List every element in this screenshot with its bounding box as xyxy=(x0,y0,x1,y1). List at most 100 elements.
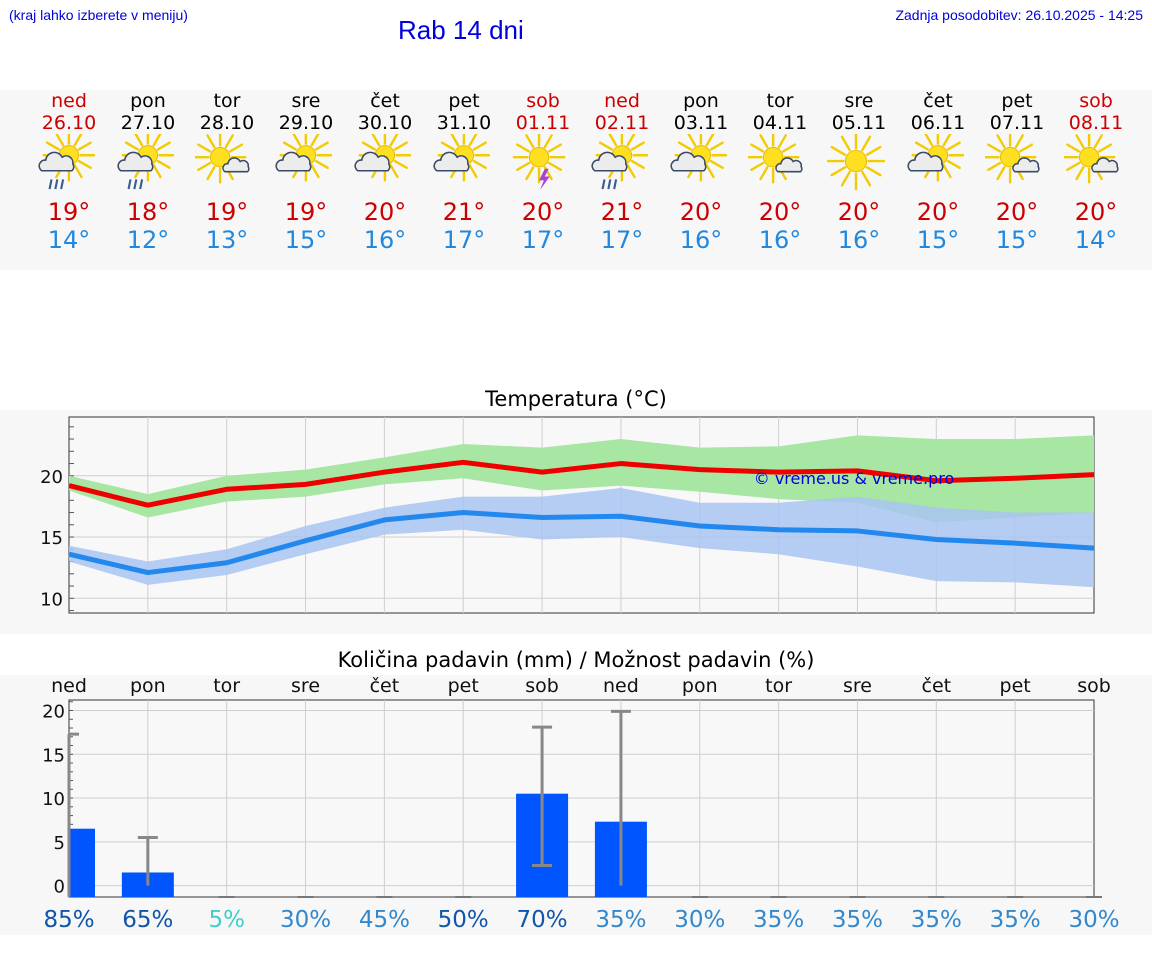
day-date: 08.11 xyxy=(1068,112,1124,134)
weather-sun-cloud-rain-icon xyxy=(38,134,95,190)
weather-sun-small-cloud-icon xyxy=(1064,134,1119,184)
temp-max: 20° xyxy=(521,198,565,226)
day-name: sre xyxy=(844,90,874,112)
temp-min: 14° xyxy=(1074,226,1118,254)
precip-probability: 30% xyxy=(674,907,725,933)
day-column: sob 08.11 20° 14° xyxy=(1056,90,1136,260)
temp-max: 20° xyxy=(1074,198,1118,226)
weather-sun-cloud-icon xyxy=(433,134,490,182)
temp-min: 17° xyxy=(600,226,644,254)
weather-sun-cloud-icon xyxy=(275,134,332,182)
temp-min: 16° xyxy=(837,226,881,254)
temp-max: 19° xyxy=(284,198,328,226)
day-name: pon xyxy=(130,90,166,112)
temp-max: 20° xyxy=(916,198,960,226)
weather-sun-small-cloud-icon xyxy=(985,134,1040,184)
precip-probability: 35% xyxy=(753,907,804,933)
day-date: 01.11 xyxy=(515,112,571,134)
temp-chart-title: Temperatura (°C) xyxy=(485,387,667,411)
day-name: pet xyxy=(1001,90,1033,112)
temp-min: 17° xyxy=(442,226,486,254)
day-date: 29.10 xyxy=(278,112,334,134)
line-min xyxy=(68,510,1095,576)
temperature-chart: 10 15 20 © vreme.us & vreme.pro xyxy=(40,416,1095,614)
weather-sun-thunder-icon xyxy=(512,134,566,191)
precip-probability: 70% xyxy=(517,907,568,933)
y-tick-label: 10 xyxy=(40,589,63,610)
temp-min: 15° xyxy=(284,226,328,254)
region-hint[interactable]: (kraj lahko izberete v meniju) xyxy=(9,7,188,23)
y-tick-label: 10 xyxy=(42,789,65,810)
weather-sun-cloud-icon xyxy=(907,134,964,182)
day-date: 06.11 xyxy=(910,112,966,134)
precip-probability: 35% xyxy=(832,907,883,933)
precip-day-label: tor xyxy=(765,675,792,697)
temp-max: 18° xyxy=(126,198,170,226)
forecast-band: ned 26.10 19° 14° pon 27.10 18° 12° tor 28.10 19° 1… xyxy=(0,90,1152,270)
temp-max: 20° xyxy=(363,198,407,226)
precip-day-label: čet xyxy=(922,675,952,697)
day-column: ned 26.10 19° 14° xyxy=(29,90,109,260)
precip-day-label: čet xyxy=(370,675,400,697)
day-date: 03.11 xyxy=(673,112,729,134)
precip-day-label: pet xyxy=(1000,675,1031,697)
day-name: ned xyxy=(51,90,87,112)
day-column: pet 31.10 21° 17° xyxy=(424,90,504,260)
precip-probability: 35% xyxy=(911,907,962,933)
band-min xyxy=(69,488,1094,588)
day-column: tor 04.11 20° 16° xyxy=(740,90,820,260)
weather-sun-icon xyxy=(827,134,885,191)
temp-min: 14° xyxy=(47,226,91,254)
day-date: 04.11 xyxy=(752,112,808,134)
page-title: Rab 14 dni xyxy=(398,15,524,45)
temp-min: 13° xyxy=(205,226,249,254)
precip-day-label: pon xyxy=(130,675,166,697)
day-date: 07.11 xyxy=(989,112,1045,134)
weather-sun-cloud-icon xyxy=(670,134,727,182)
day-name: pon xyxy=(683,90,719,112)
day-column: tor 28.10 19° 13° xyxy=(187,90,267,260)
day-column: sre 29.10 19° 15° xyxy=(266,90,346,260)
last-updated: Zadnja posodobitev: 26.10.2025 - 14:25 xyxy=(895,7,1143,23)
day-date: 26.10 xyxy=(41,112,97,134)
day-date: 28.10 xyxy=(199,112,255,134)
day-date: 31.10 xyxy=(436,112,492,134)
day-date: 02.11 xyxy=(594,112,650,134)
day-column: sob 01.11 20° 17° xyxy=(503,90,583,260)
watermark: © vreme.us & vreme.pro xyxy=(754,469,955,488)
precip-day-label: sre xyxy=(843,675,872,697)
precip-bar xyxy=(69,828,95,897)
temp-max: 20° xyxy=(679,198,723,226)
temp-min: 16° xyxy=(363,226,407,254)
day-column: pon 03.11 20° 16° xyxy=(661,90,741,260)
precip-day-label: sob xyxy=(525,675,559,697)
precip-probability: 45% xyxy=(359,907,410,933)
y-tick-label: 0 xyxy=(54,877,65,898)
precip-probability: 35% xyxy=(990,907,1041,933)
day-name: pet xyxy=(448,90,480,112)
temp-max: 19° xyxy=(205,198,249,226)
day-name: tor xyxy=(766,90,794,112)
weather-sun-small-cloud-icon xyxy=(195,134,250,184)
precip-day-label: pet xyxy=(448,675,479,697)
precip-probability: 50% xyxy=(438,907,489,933)
temp-max: 19° xyxy=(47,198,91,226)
day-column: pet 07.11 20° 15° xyxy=(977,90,1057,260)
day-name: sre xyxy=(291,90,321,112)
precip-probability: 30% xyxy=(280,907,331,933)
temp-max: 21° xyxy=(600,198,644,226)
weather-sun-cloud-icon xyxy=(354,134,411,182)
day-column: čet 06.11 20° 15° xyxy=(898,90,978,260)
precip-day-label: tor xyxy=(213,675,240,697)
precip-day-label: ned xyxy=(603,675,639,697)
precip-probability: 85% xyxy=(43,907,94,933)
weather-sun-small-cloud-icon xyxy=(748,134,803,184)
day-column: sre 05.11 20° 16° xyxy=(819,90,899,260)
y-tick-label: 15 xyxy=(42,745,65,766)
day-name: ned xyxy=(604,90,640,112)
temp-max: 20° xyxy=(758,198,802,226)
precip-probability: 35% xyxy=(595,907,646,933)
temp-min: 17° xyxy=(521,226,565,254)
y-tick-label: 20 xyxy=(42,702,65,723)
day-date: 30.10 xyxy=(357,112,413,134)
